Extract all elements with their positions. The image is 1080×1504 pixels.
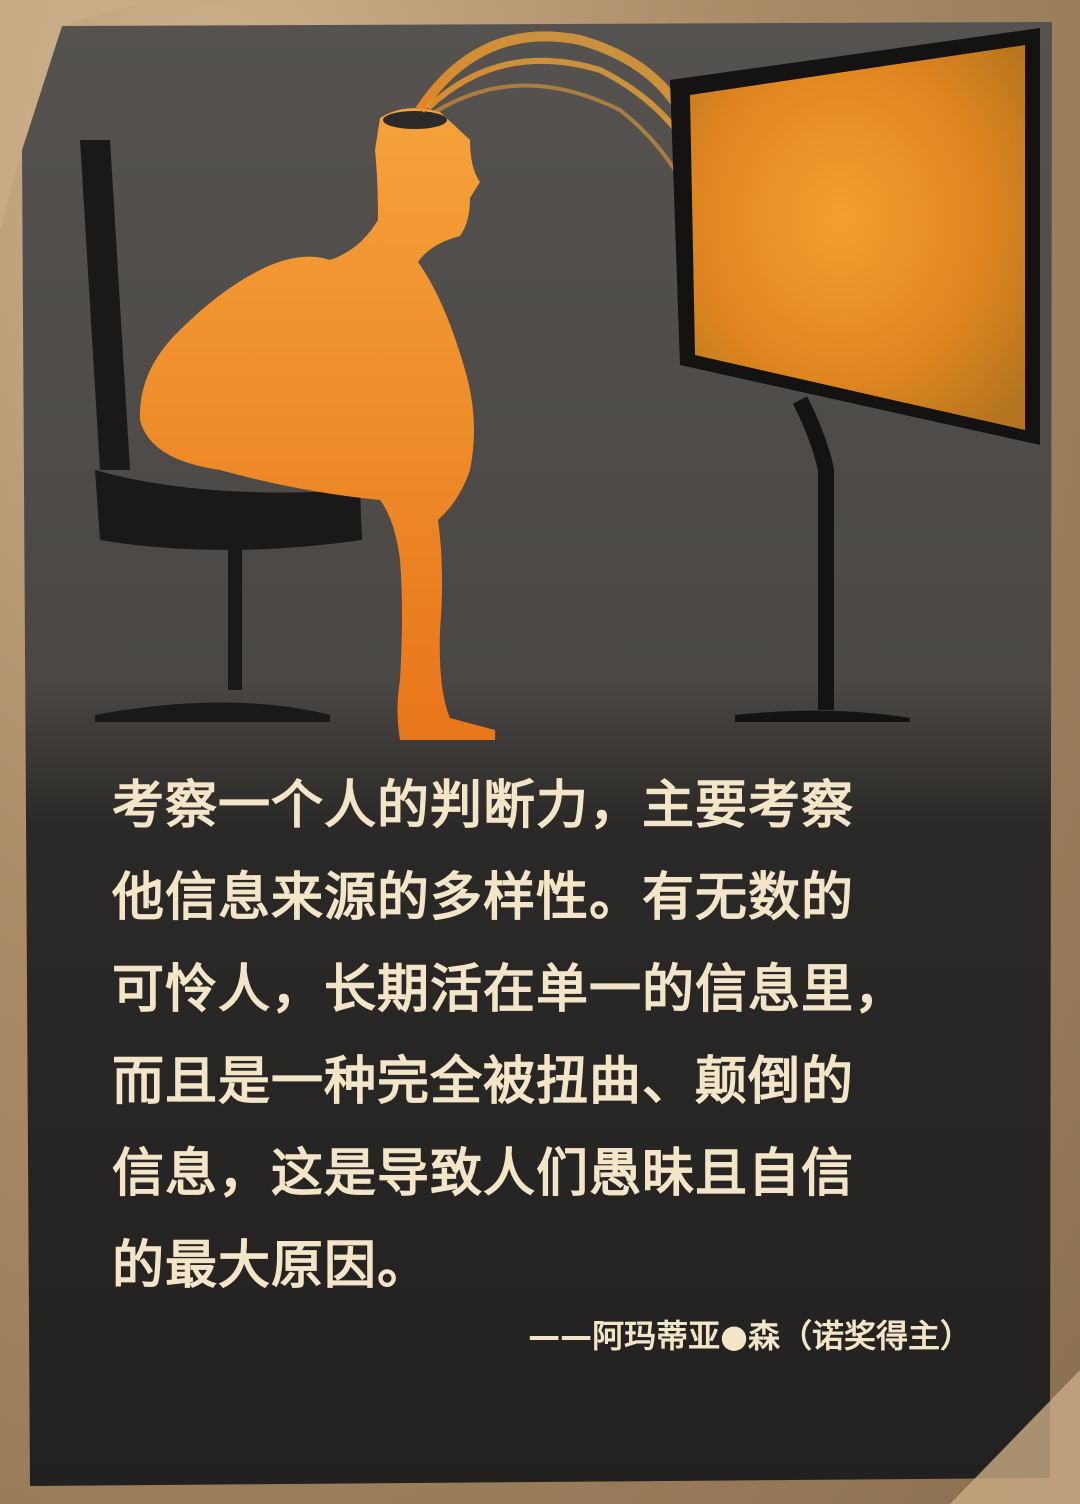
quote-line: 可怜人，长期活在单一的信息里， [112, 960, 908, 1020]
quote-line: 考察一个人的判断力，主要考察 [112, 776, 855, 836]
info-stream [415, 31, 693, 201]
seated-person-icon [139, 108, 495, 740]
corner-fold-top-left [0, 0, 150, 230]
quote-attribution: ——阿玛蒂亚●森（诺奖得主） [528, 1317, 972, 1355]
quote-line: 的最大原因。 [112, 1236, 431, 1296]
quote-line: 他信息来源的多样性。有无数的 [112, 868, 855, 928]
corner-fold-bottom-right [950, 1370, 1080, 1504]
quote-line: 而且是一种完全被扭曲、颠倒的 [112, 1052, 855, 1112]
office-chair-icon [80, 140, 362, 722]
quote-line: 信息，这是导致人们愚昧且自信 [112, 1144, 855, 1204]
quote-text: 考察一个人的判断力，主要考察 他信息来源的多样性。有无数的 可怜人，长期活在单一… [112, 760, 992, 1312]
computer-monitor-icon [670, 28, 1040, 722]
